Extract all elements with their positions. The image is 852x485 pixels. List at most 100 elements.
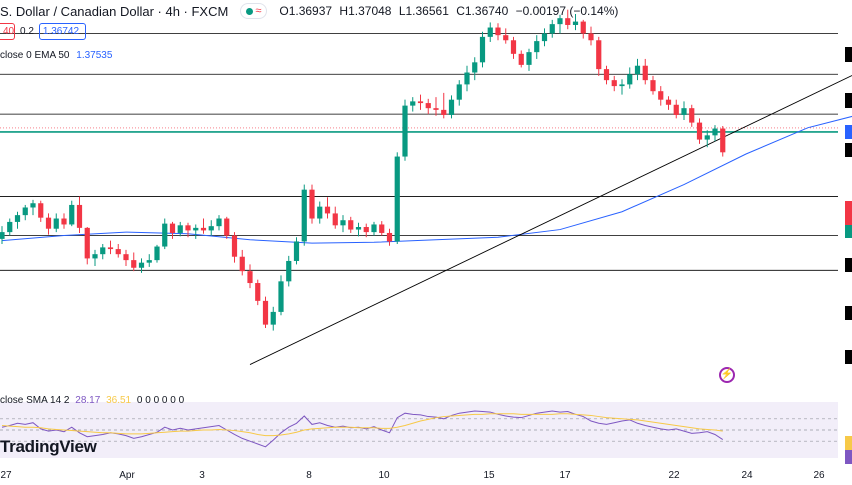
rsi-pane	[0, 402, 838, 458]
ohlc-high: H1.37048	[339, 4, 392, 18]
candle	[510, 36, 517, 59]
spread-value: 0.2	[20, 26, 34, 37]
candle	[146, 254, 152, 267]
axis-marker-level-0	[845, 47, 852, 62]
candle-body	[603, 69, 610, 81]
candle-body	[76, 204, 83, 228]
candle	[410, 97, 416, 112]
candle-body	[665, 99, 672, 105]
rsi-value: 28.17	[75, 395, 101, 406]
ema-legend[interactable]: close 0 EMA 50 1.37535	[0, 50, 112, 61]
candle-body	[611, 80, 617, 87]
candle	[138, 258, 145, 273]
candle-body	[61, 218, 67, 225]
tradingview-logo[interactable]: TradingView	[0, 437, 97, 456]
candle	[61, 213, 67, 229]
market-status-pill[interactable]: ≈	[240, 3, 268, 19]
rsi-legend[interactable]: close SMA 14 2 28.17 36.51 0 0 0 0 0 0	[0, 395, 184, 406]
candle	[441, 92, 447, 119]
candle	[394, 152, 400, 244]
candle	[704, 130, 710, 148]
candle-body	[216, 218, 222, 227]
candle	[534, 35, 540, 59]
time-tick-label: 15	[483, 470, 495, 481]
candle	[324, 197, 331, 219]
candle	[580, 19, 586, 39]
candle-body	[193, 227, 199, 231]
candle	[456, 80, 462, 106]
candle	[712, 125, 718, 142]
ohlc-values: O1.36937 H1.37048 L1.36561 C1.36740 −0.0…	[279, 4, 622, 18]
candle-body	[138, 262, 145, 268]
candle	[348, 216, 354, 233]
candle	[200, 218, 207, 234]
candle-body	[363, 227, 369, 233]
time-tick-label: 27	[0, 470, 12, 481]
candle	[317, 201, 323, 224]
candle	[185, 222, 191, 238]
lightning-icon[interactable]: ⚡	[719, 367, 735, 383]
candle	[38, 200, 44, 222]
candle	[107, 240, 114, 255]
time-tick-label: 24	[741, 470, 753, 481]
candle	[293, 237, 300, 265]
candle	[355, 222, 362, 237]
candle	[696, 118, 703, 144]
candle	[30, 199, 36, 216]
candle	[193, 224, 199, 239]
rsi-label: close SMA 14 2	[0, 395, 70, 406]
bid-button[interactable]: 40	[0, 23, 15, 40]
candle-body	[7, 221, 13, 233]
candle	[123, 249, 129, 267]
candle-body	[379, 224, 385, 233]
candle	[720, 125, 726, 157]
candle	[619, 79, 625, 95]
candle	[45, 213, 52, 235]
candle-body	[38, 203, 44, 218]
candle	[14, 211, 21, 229]
candle-body	[456, 84, 462, 100]
ohlc-change: −0.00197 (−0.14%)	[515, 4, 619, 18]
candle-body	[262, 300, 269, 325]
candle-body	[510, 40, 517, 54]
symbol-title[interactable]: S. Dollar / Canadian Dollar · 4h · FXCM	[0, 3, 229, 19]
candle-body	[270, 311, 276, 325]
candle	[270, 306, 276, 331]
candle	[433, 97, 439, 116]
candle	[177, 221, 183, 237]
ohlc-open: O1.36937	[279, 4, 333, 18]
chart-header: S. Dollar / Canadian Dollar · 4h · FXCM …	[0, 2, 622, 20]
candle	[565, 9, 571, 30]
candle-body	[650, 80, 656, 92]
ask-button[interactable]: 1.36742	[38, 23, 87, 40]
candle-body	[92, 254, 98, 259]
candle	[84, 227, 90, 265]
candle-body	[658, 91, 664, 100]
candle-body	[177, 225, 183, 233]
candle-body	[464, 72, 470, 85]
candle	[518, 50, 524, 68]
candle	[448, 95, 455, 119]
candle-body	[572, 21, 579, 25]
candle	[425, 98, 431, 115]
candle-body	[224, 218, 230, 236]
candle	[479, 31, 486, 68]
candle	[332, 206, 338, 229]
candle	[224, 216, 230, 239]
candle	[169, 221, 176, 239]
candle-body	[479, 36, 486, 63]
candle	[0, 226, 5, 244]
candle	[371, 221, 377, 236]
candle-body	[580, 21, 586, 34]
candle-body	[348, 220, 354, 230]
time-tick-label: 8	[306, 470, 312, 481]
candle-body	[293, 241, 300, 261]
candle	[588, 26, 594, 46]
ema-50-line	[1, 115, 852, 244]
candle	[526, 48, 532, 71]
candle	[340, 215, 346, 233]
horizontal-levels	[0, 33, 838, 271]
ema-50-layer	[1, 115, 852, 244]
candle-body	[30, 203, 36, 208]
